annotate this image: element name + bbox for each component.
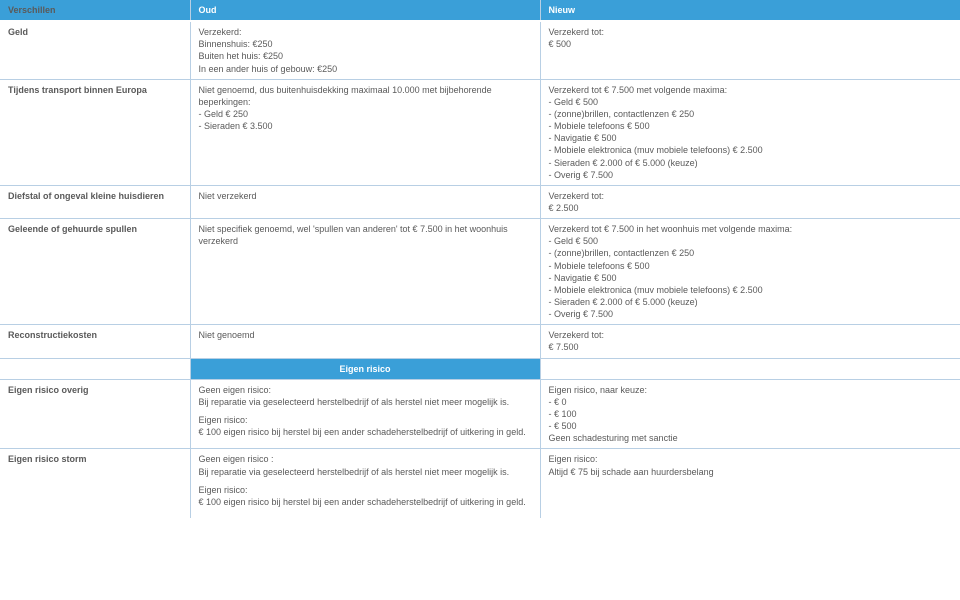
section-eigen-risico: Eigen risico [0,358,960,379]
label-reconstructie: Reconstructiekosten [0,325,190,358]
row-geleende: Geleende of gehuurde spullen Niet specif… [0,219,960,325]
header-nieuw: Nieuw [540,0,960,21]
label-geleende: Geleende of gehuurde spullen [0,219,190,325]
section-label: Eigen risico [191,359,540,379]
oud-risico-overig: Geen eigen risico: Bij reparatie via ges… [190,379,540,449]
nieuw-reconstructie: Verzekerd tot: € 7.500 [540,325,960,358]
label-risico-storm: Eigen risico storm [0,449,190,518]
header-oud: Oud [190,0,540,21]
row-transport: Tijdens transport binnen Europa Niet gen… [0,79,960,185]
nieuw-diefstal: Verzekerd tot: € 2.500 [540,185,960,218]
oud-risico-storm: Geen eigen risico : Bij reparatie via ge… [190,449,540,518]
oud-transport: Niet genoemd, dus buitenhuisdekking maxi… [190,79,540,185]
label-risico-overig: Eigen risico overig [0,379,190,449]
nieuw-geld: Verzekerd tot: € 500 [540,21,960,79]
label-transport: Tijdens transport binnen Europa [0,79,190,185]
oud-geld: Verzekerd: Binnenshuis: €250 Buiten het … [190,21,540,79]
nieuw-risico-overig: Eigen risico, naar keuze: € 0 € 100 € 50… [540,379,960,449]
label-diefstal: Diefstal of ongeval kleine huisdieren [0,185,190,218]
row-diefstal: Diefstal of ongeval kleine huisdieren Ni… [0,185,960,218]
row-risico-storm: Eigen risico storm Geen eigen risico : B… [0,449,960,518]
oud-geleende: Niet specifiek genoemd, wel 'spullen van… [190,219,540,325]
nieuw-risico-storm: Eigen risico: Altijd € 75 bij schade aan… [540,449,960,518]
row-reconstructie: Reconstructiekosten Niet genoemd Verzeke… [0,325,960,358]
label-geld: Geld [0,21,190,79]
oud-reconstructie: Niet genoemd [190,325,540,358]
row-risico-overig: Eigen risico overig Geen eigen risico: B… [0,379,960,449]
comparison-table: Verschillen Oud Nieuw Geld Verzekerd: Bi… [0,0,960,518]
nieuw-transport: Verzekerd tot € 7.500 met volgende maxim… [540,79,960,185]
oud-diefstal: Niet verzekerd [190,185,540,218]
row-geld: Geld Verzekerd: Binnenshuis: €250 Buiten… [0,21,960,79]
header-verschillen: Verschillen [0,0,190,21]
nieuw-geleende: Verzekerd tot € 7.500 in het woonhuis me… [540,219,960,325]
table-header-row: Verschillen Oud Nieuw [0,0,960,21]
